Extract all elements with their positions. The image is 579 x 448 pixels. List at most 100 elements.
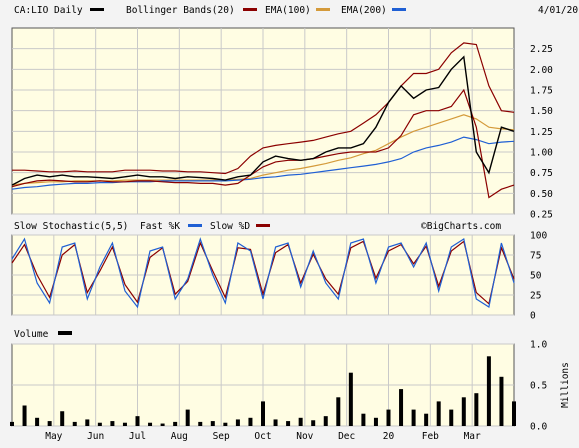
legend-swatch-price: [90, 8, 104, 11]
volume-bar: [512, 401, 516, 426]
y-tick-label: 0.25: [530, 210, 553, 221]
x-tick-label: Mar: [464, 431, 481, 442]
y-tick-label: 2.00: [530, 65, 553, 76]
x-tick-label: Nov: [296, 431, 313, 442]
y-tick-label: 75: [530, 251, 541, 262]
legend-swatch-bollinger: [243, 8, 257, 11]
x-tick-label: Aug: [171, 431, 188, 442]
legend-swatch-volume: [58, 331, 72, 335]
volume-bar: [486, 356, 491, 426]
volume-bar: [173, 421, 178, 426]
volume-bar: [223, 422, 228, 426]
legend-swatch-fast-k: [188, 224, 202, 227]
volume-bar: [22, 405, 27, 426]
x-tick-label: 20: [383, 431, 395, 442]
volume-bar: [424, 413, 429, 426]
volume-bar: [160, 423, 165, 426]
price-grid: [12, 28, 514, 215]
volume-bar: [348, 372, 353, 426]
volume-bar: [298, 417, 303, 426]
y-tick-label: 0.5: [530, 381, 547, 392]
volume-axis-label: Millions: [560, 362, 571, 408]
price-series: [11, 42, 515, 199]
volume-bar: [10, 421, 14, 426]
y-tick-label: 0.75: [530, 168, 553, 179]
chart-date: 4/01/20: [538, 5, 578, 16]
symbol-label: CA:LIO Daily: [14, 5, 83, 16]
fast-k-line: [11, 237, 515, 309]
volume-bar: [122, 422, 127, 426]
legend-swatch-ema200: [392, 8, 406, 11]
y-tick-label: 100: [530, 231, 547, 242]
volume-bar: [198, 421, 203, 426]
volume-bar: [110, 421, 115, 426]
x-axis: May Jun Jul Aug Sep Oct Nov Dec 20 Feb Mar: [45, 431, 481, 442]
legend-bollinger: Bollinger Bands(20): [126, 5, 235, 16]
x-tick-label: May: [45, 431, 62, 442]
x-tick-label: Sep: [213, 431, 230, 442]
bollinger-upper-line: [12, 42, 515, 175]
volume-bar: [474, 393, 479, 426]
volume-bar: [461, 397, 466, 426]
volume-bar: [235, 419, 240, 426]
x-tick-label: Oct: [254, 431, 271, 442]
volume-grid: [12, 343, 514, 427]
stochastic-series: [11, 237, 515, 309]
ema200-line: [11, 136, 515, 190]
watermark: ©BigCharts.com: [421, 221, 501, 232]
bollinger-lower-line: [11, 88, 515, 199]
volume-bar: [185, 409, 190, 426]
x-tick-label: Feb: [422, 431, 439, 442]
y-tick-label: 1.25: [530, 127, 553, 138]
legend-ema100: EMA(100): [265, 5, 311, 16]
volume-bar: [286, 421, 291, 426]
volume-y-axis: 1.0 0.5 0.0: [530, 340, 547, 433]
legend-slow-d: Slow %D: [210, 221, 250, 232]
volume-bar: [97, 422, 102, 426]
volume-bar: [210, 421, 215, 426]
volume-bar: [411, 409, 416, 426]
x-tick-label: Dec: [338, 431, 355, 442]
volume-bar: [449, 409, 454, 426]
y-tick-label: 1.75: [530, 86, 553, 97]
volume-title: Volume: [14, 329, 49, 340]
volume-bar: [399, 389, 404, 426]
price-line: [11, 55, 515, 186]
y-tick-label: 1.50: [530, 106, 553, 117]
volume-bar: [311, 420, 316, 426]
volume-bar: [35, 417, 40, 426]
y-tick-label: 1.00: [530, 148, 553, 159]
volume-bar: [261, 401, 265, 426]
volume-bar: [60, 411, 65, 426]
volume-bar: [47, 421, 52, 426]
volume-bar: [323, 416, 328, 426]
volume-bar: [336, 397, 341, 426]
volume-bar: [85, 419, 90, 426]
y-tick-label: 0.0: [530, 422, 547, 433]
volume-bar: [72, 421, 77, 426]
stochastic-y-axis: 100 75 50 25 0: [530, 231, 547, 322]
volume-bar: [361, 413, 366, 426]
volume-bar: [499, 376, 504, 426]
y-tick-label: 2.25: [530, 44, 553, 55]
volume-bar: [386, 409, 391, 426]
y-tick-label: 1.0: [530, 340, 547, 351]
volume-series: [10, 356, 516, 426]
x-tick-label: Jul: [129, 431, 146, 442]
legend-swatch-slow-d: [256, 224, 270, 227]
volume-bar: [135, 416, 140, 426]
legend-ema200: EMA(200): [341, 5, 387, 16]
price-y-axis: 2.25 2.00 1.75 1.50 1.25 1.00 0.75 0.50 0.25: [530, 44, 553, 220]
x-tick-label: Jun: [87, 431, 104, 442]
volume-bar: [248, 417, 253, 426]
volume-bar: [436, 401, 441, 426]
y-tick-label: 0: [530, 311, 536, 322]
y-tick-label: 25: [530, 291, 541, 302]
legend-swatch-ema100: [316, 8, 330, 11]
y-tick-label: 0.50: [530, 189, 553, 200]
volume-bar: [273, 419, 278, 426]
volume-bar: [148, 422, 153, 426]
stochastic-title: Slow Stochastic(5,5): [14, 221, 128, 232]
